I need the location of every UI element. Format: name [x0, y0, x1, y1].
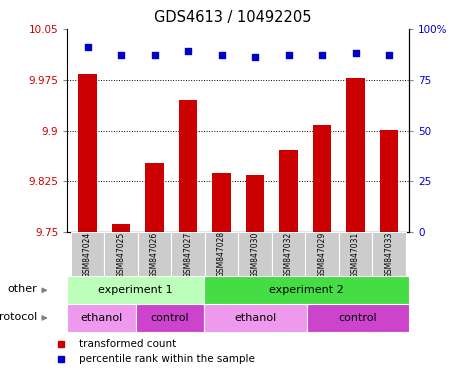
Text: GSM847028: GSM847028	[217, 231, 226, 278]
Text: protocol: protocol	[0, 311, 37, 321]
Bar	[171, 232, 205, 276]
Text: control: control	[339, 313, 377, 323]
Bar	[205, 232, 239, 276]
Bar	[204, 276, 409, 304]
Text: GDS4613 / 10492205: GDS4613 / 10492205	[154, 10, 311, 25]
Bar	[279, 149, 298, 232]
Bar	[179, 100, 197, 232]
Text: GSM847024: GSM847024	[83, 231, 92, 278]
Bar	[238, 232, 272, 276]
Text: ethanol: ethanol	[80, 313, 123, 323]
Bar	[78, 74, 97, 232]
Text: experiment 1: experiment 1	[99, 285, 173, 295]
Point	[117, 52, 125, 58]
Bar	[213, 173, 231, 232]
Text: control: control	[151, 313, 189, 323]
Bar	[246, 175, 264, 232]
Text: percentile rank within the sample: percentile rank within the sample	[79, 354, 255, 364]
Bar	[313, 125, 331, 232]
Bar	[306, 304, 409, 332]
Text: GSM847032: GSM847032	[284, 231, 293, 278]
Point	[319, 52, 326, 58]
Point	[285, 52, 292, 58]
Point	[84, 44, 91, 50]
Bar	[67, 276, 204, 304]
Text: experiment 2: experiment 2	[269, 285, 344, 295]
Bar	[67, 304, 136, 332]
Text: GSM847027: GSM847027	[184, 231, 193, 278]
Text: GSM847025: GSM847025	[117, 231, 126, 278]
Bar	[346, 78, 365, 232]
Point	[151, 52, 158, 58]
Text: transformed count: transformed count	[79, 339, 176, 349]
Point	[184, 48, 192, 54]
Bar	[380, 130, 399, 232]
Text: GSM847029: GSM847029	[318, 231, 326, 278]
Bar	[136, 304, 204, 332]
Bar	[112, 224, 130, 232]
Point	[252, 54, 259, 60]
Point	[352, 50, 359, 56]
Point	[385, 52, 393, 58]
Text: GSM847033: GSM847033	[385, 231, 393, 278]
Text: ethanol: ethanol	[234, 313, 277, 323]
Bar	[104, 232, 138, 276]
Text: other: other	[7, 284, 37, 294]
Text: GSM847030: GSM847030	[251, 231, 259, 278]
Point	[218, 52, 225, 58]
Bar	[204, 304, 306, 332]
Bar	[372, 232, 406, 276]
Bar	[306, 232, 339, 276]
Bar	[339, 232, 372, 276]
Bar	[71, 232, 104, 276]
Text: GSM847026: GSM847026	[150, 231, 159, 278]
Bar	[146, 163, 164, 232]
Bar	[272, 232, 306, 276]
Bar	[138, 232, 171, 276]
Text: GSM847031: GSM847031	[351, 231, 360, 278]
